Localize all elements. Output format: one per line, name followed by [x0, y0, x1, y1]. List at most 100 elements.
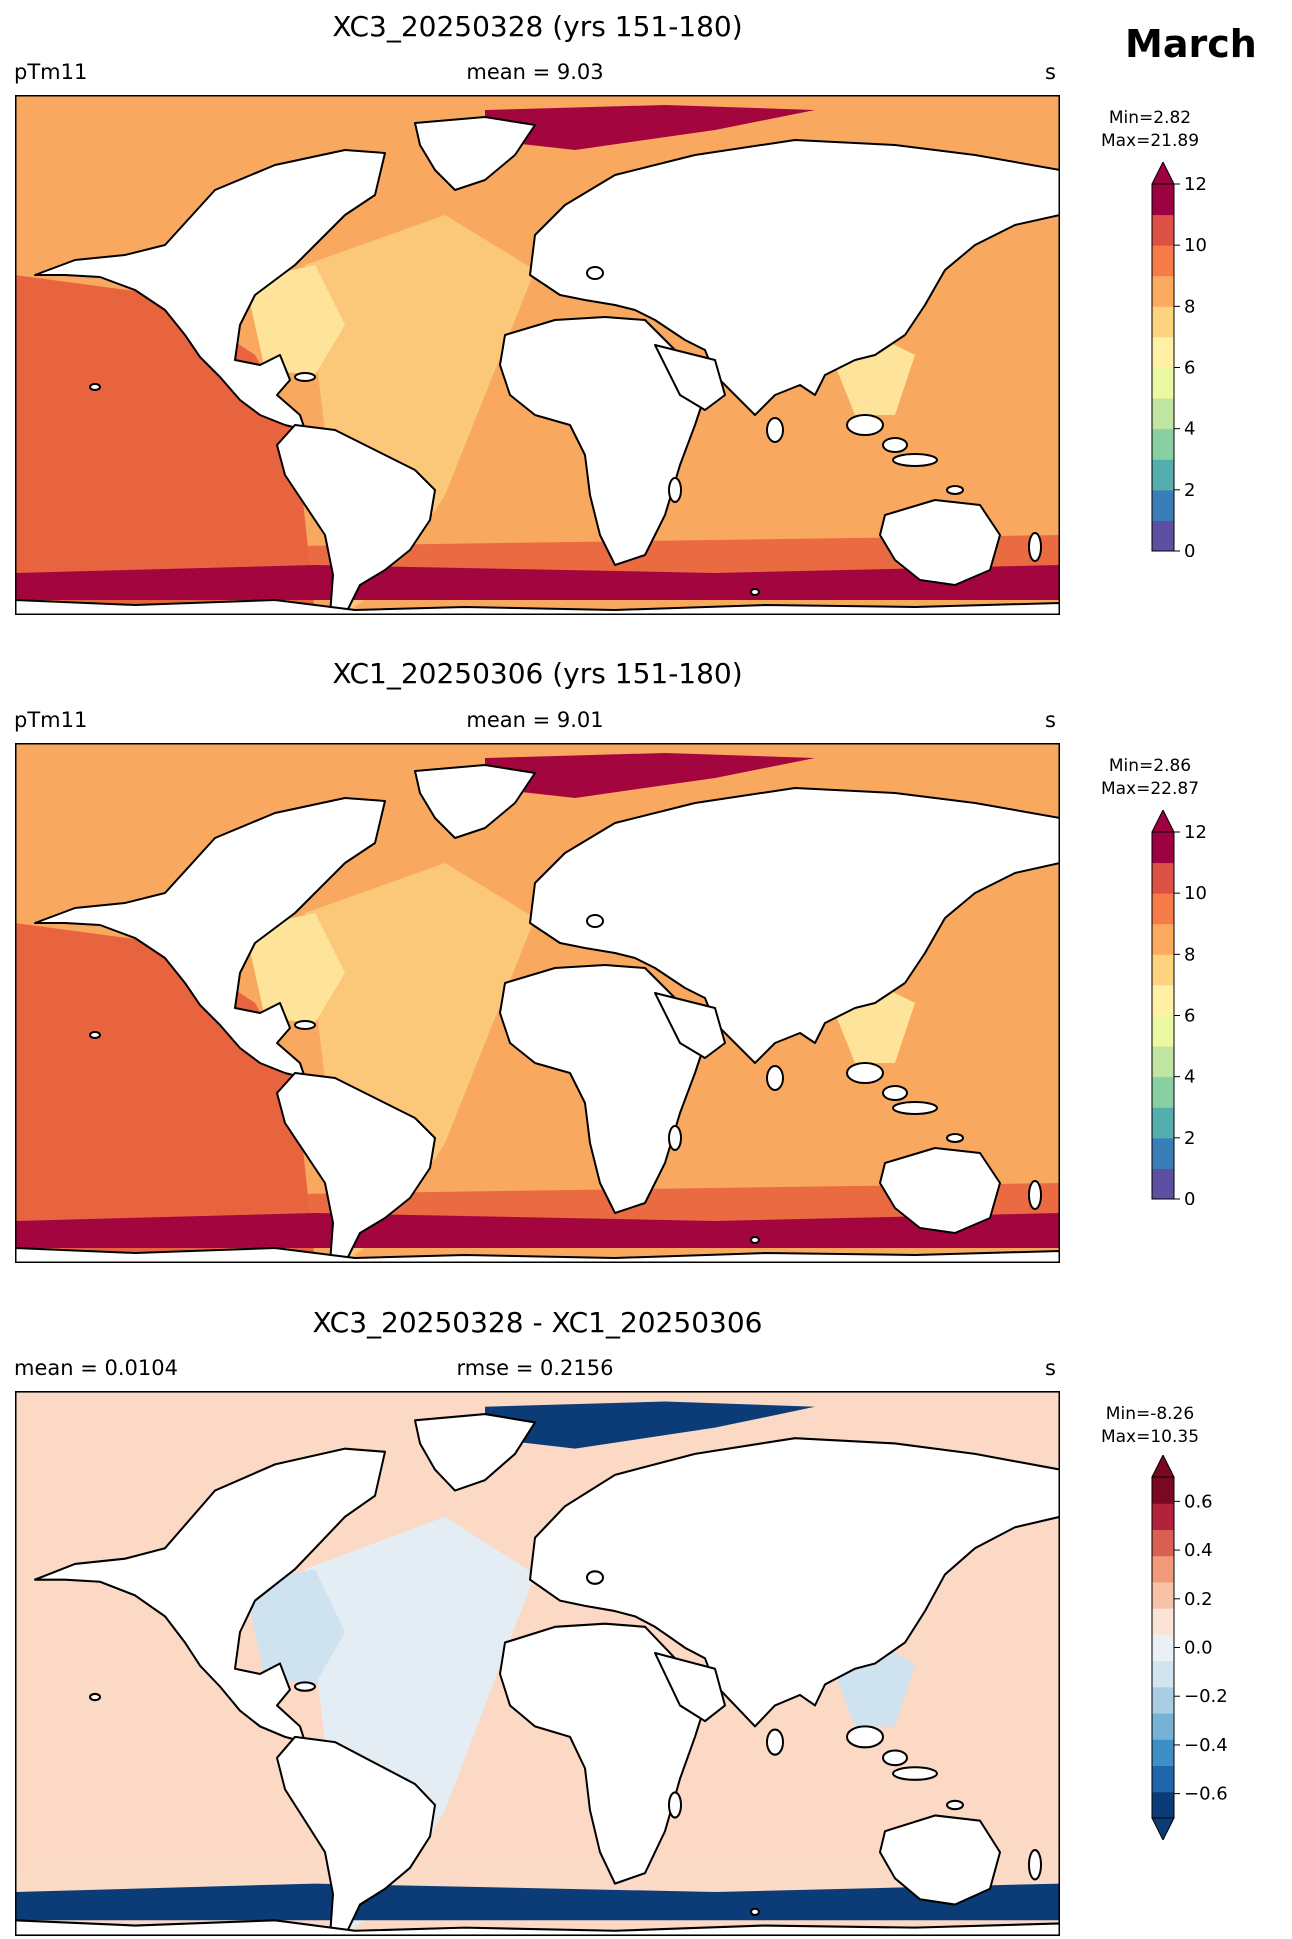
island-1: [882, 1085, 908, 1101]
australia-landmass: [879, 1147, 1001, 1234]
africa-landmass: [499, 1622, 706, 1885]
colorbar-tick-label: 0.6: [1184, 1491, 1213, 1512]
island-8: [946, 1133, 964, 1143]
colorbar-swatch-5: [1152, 367, 1174, 399]
panel-3-units-label: s: [1045, 1356, 1056, 1380]
greenland-landmass: [414, 116, 536, 191]
south-america-landmass: [276, 1072, 436, 1263]
eurasia-landmass: [529, 1437, 1060, 1728]
colorbar-swatch-10: [1152, 1529, 1174, 1557]
australia-landmass: [879, 1814, 1001, 1906]
antarctica-landmass: [15, 1919, 1060, 1936]
antarctica-landmass: [15, 1247, 1060, 1263]
colorbar-swatch-3: [1152, 428, 1174, 460]
colorbar-svg: 12 10 8 6 4 2 0: [1151, 162, 1207, 557]
north-america-landmass: [34, 1447, 386, 1744]
island-5: [750, 1907, 760, 1917]
arabia-landmass: [654, 344, 726, 411]
colorbar-tick-label: 0.2: [1184, 1589, 1213, 1610]
colorbar-swatch-11: [1152, 832, 1174, 864]
map-frame: [15, 1391, 1060, 1936]
island-2: [892, 1101, 938, 1115]
polar-band-north: [485, 1401, 815, 1449]
panel-2-max-label: Max=22.87: [1100, 779, 1200, 799]
nearshore-band: [245, 913, 345, 1023]
island-2: [892, 453, 938, 467]
colorbar-tick-label: 12: [1184, 174, 1207, 195]
colorbar-tick-label: 4: [1184, 1067, 1195, 1088]
colorbar-swatch-2: [1152, 1107, 1174, 1139]
colorbar-tick-label: 2: [1184, 480, 1195, 501]
colorbar-tick-label: 10: [1184, 235, 1207, 256]
polar-band-south: [15, 565, 1060, 600]
island-9: [1028, 1849, 1042, 1881]
island-3: [766, 1728, 784, 1756]
polar-band-north: [485, 753, 815, 798]
colorbar-swatch-4: [1152, 398, 1174, 430]
colorbar-max-extension: [1151, 162, 1175, 185]
colorbar-tick-label: 0.0: [1184, 1638, 1213, 1659]
colorbar-tick-label: 12: [1184, 822, 1207, 843]
colorbar-swatch-12: [1152, 1477, 1174, 1504]
island-8: [946, 485, 964, 495]
polar-band-north: [485, 105, 815, 150]
island-8: [946, 1799, 964, 1811]
colorbar-swatch-0: [1152, 1791, 1174, 1819]
colorbar-swatch-1: [1152, 1765, 1174, 1793]
island-7: [294, 1681, 316, 1692]
antarctica-landmass: [15, 599, 1060, 615]
island-3: [766, 417, 784, 443]
island-10: [586, 1570, 604, 1585]
island-4: [668, 1125, 682, 1151]
map-svg: [15, 1391, 1060, 1936]
colorbar-swatch-10: [1152, 214, 1174, 246]
panel-2-variable-label: pTm11: [14, 708, 88, 732]
panel-2-units-label: s: [1045, 708, 1056, 732]
panel-1-title: XC3_20250328 (yrs 151-180): [332, 10, 743, 43]
island-9: [1028, 1180, 1042, 1210]
colorbar-swatch-7: [1152, 1608, 1174, 1635]
colorbar-max-extension: [1151, 810, 1175, 833]
island-7: [294, 1020, 316, 1030]
colorbar-swatch-1: [1152, 1137, 1174, 1169]
africa-landmass: [499, 316, 706, 566]
colorbar-swatch-7: [1152, 954, 1174, 986]
panel-3-min-label: Min=-8.26: [1105, 1404, 1195, 1424]
panel-2-min-label: Min=2.86: [1108, 756, 1192, 776]
colorbar-tick-label: 0: [1184, 1189, 1195, 1205]
south-america-landmass: [276, 424, 436, 615]
colorbar-swatch-0: [1152, 1168, 1174, 1200]
colorbar-tick-label: 0: [1184, 541, 1195, 557]
panel-3-mean-label: mean = 0.0104: [14, 1356, 178, 1380]
colorbar-swatch-7: [1152, 306, 1174, 338]
colorbar-swatch-3: [1152, 1076, 1174, 1108]
panel-1-map: [15, 95, 1060, 615]
island-1: [882, 437, 908, 453]
colorbar-swatch-5: [1152, 1015, 1174, 1047]
africa-landmass: [499, 964, 706, 1214]
eurasia-landmass: [529, 139, 1060, 416]
colorbar-tick-label: 2: [1184, 1128, 1195, 1149]
island-5: [750, 1236, 760, 1244]
colorbar-swatch-11: [1152, 1503, 1174, 1530]
panel-3-map: [15, 1391, 1060, 1936]
panel-1-variable-label: pTm11: [14, 60, 88, 84]
island-6: [89, 1692, 101, 1702]
island-4: [668, 477, 682, 503]
island-2: [892, 1766, 938, 1781]
island-6: [89, 383, 101, 391]
greenland-landmass: [414, 764, 536, 839]
polar-band-south: [15, 1883, 1060, 1921]
eurasia-landmass: [529, 787, 1060, 1064]
north-america-landmass: [34, 797, 386, 1079]
colorbar-swatch-5: [1152, 1660, 1174, 1688]
colorbar-swatch-6: [1152, 1634, 1174, 1662]
colorbar-swatch-10: [1152, 862, 1174, 894]
panel-1-mean-label: mean = 9.03: [466, 60, 604, 84]
colorbar-tick-label: 4: [1184, 419, 1195, 440]
island-0: [846, 1062, 884, 1084]
colorbar-tick-label: 6: [1184, 1006, 1195, 1027]
colorbar-swatch-1: [1152, 489, 1174, 521]
map-frame: [15, 95, 1060, 615]
map-frame: [15, 743, 1060, 1263]
